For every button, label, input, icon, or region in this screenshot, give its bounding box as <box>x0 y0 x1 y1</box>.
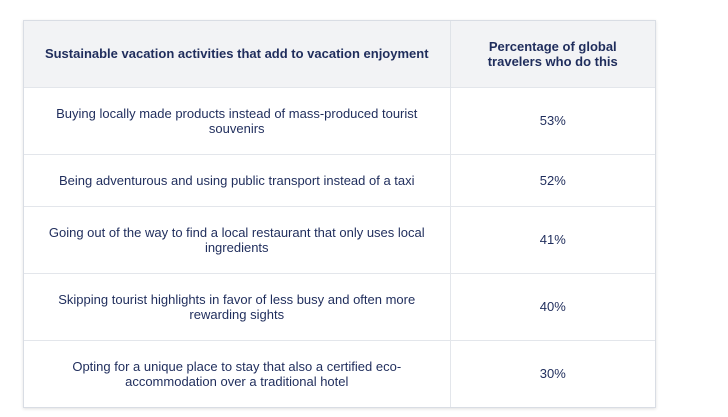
column-header-percentage: Percentage of global travelers who do th… <box>487 38 618 69</box>
header-row: Sustainable vacation activities that add… <box>24 21 655 87</box>
column-header-activity: Sustainable vacation activities that add… <box>24 21 451 87</box>
table-header: Sustainable vacation activities that add… <box>24 21 655 87</box>
percentage-cell: 40% <box>539 299 566 314</box>
activity-cell: Being adventurous and using public trans… <box>24 154 451 206</box>
activity-cell: Skipping tourist highlights in favor of … <box>24 273 451 340</box>
activity-cell: Buying locally made products instead of … <box>24 87 451 154</box>
table-body: Buying locally made products instead of … <box>24 87 655 407</box>
activity-cell: Going out of the way to find a local res… <box>24 206 451 273</box>
table-row: Buying locally made products instead of … <box>24 87 655 154</box>
percentage-cell: 52% <box>539 172 566 188</box>
data-table: Sustainable vacation activities that add… <box>24 21 655 407</box>
percentage-cell: 41% <box>539 232 566 247</box>
percentage-cell: 30% <box>539 366 566 382</box>
activity-cell: Opting for a unique place to stay that a… <box>24 340 451 407</box>
sustainable-activities-table: Sustainable vacation activities that add… <box>23 20 656 408</box>
table-row: Being adventurous and using public trans… <box>24 154 655 206</box>
table-row: Skipping tourist highlights in favor of … <box>24 273 655 340</box>
table-row: Going out of the way to find a local res… <box>24 206 655 273</box>
percentage-cell: 53% <box>539 113 566 128</box>
table-row: Opting for a unique place to stay that a… <box>24 340 655 407</box>
